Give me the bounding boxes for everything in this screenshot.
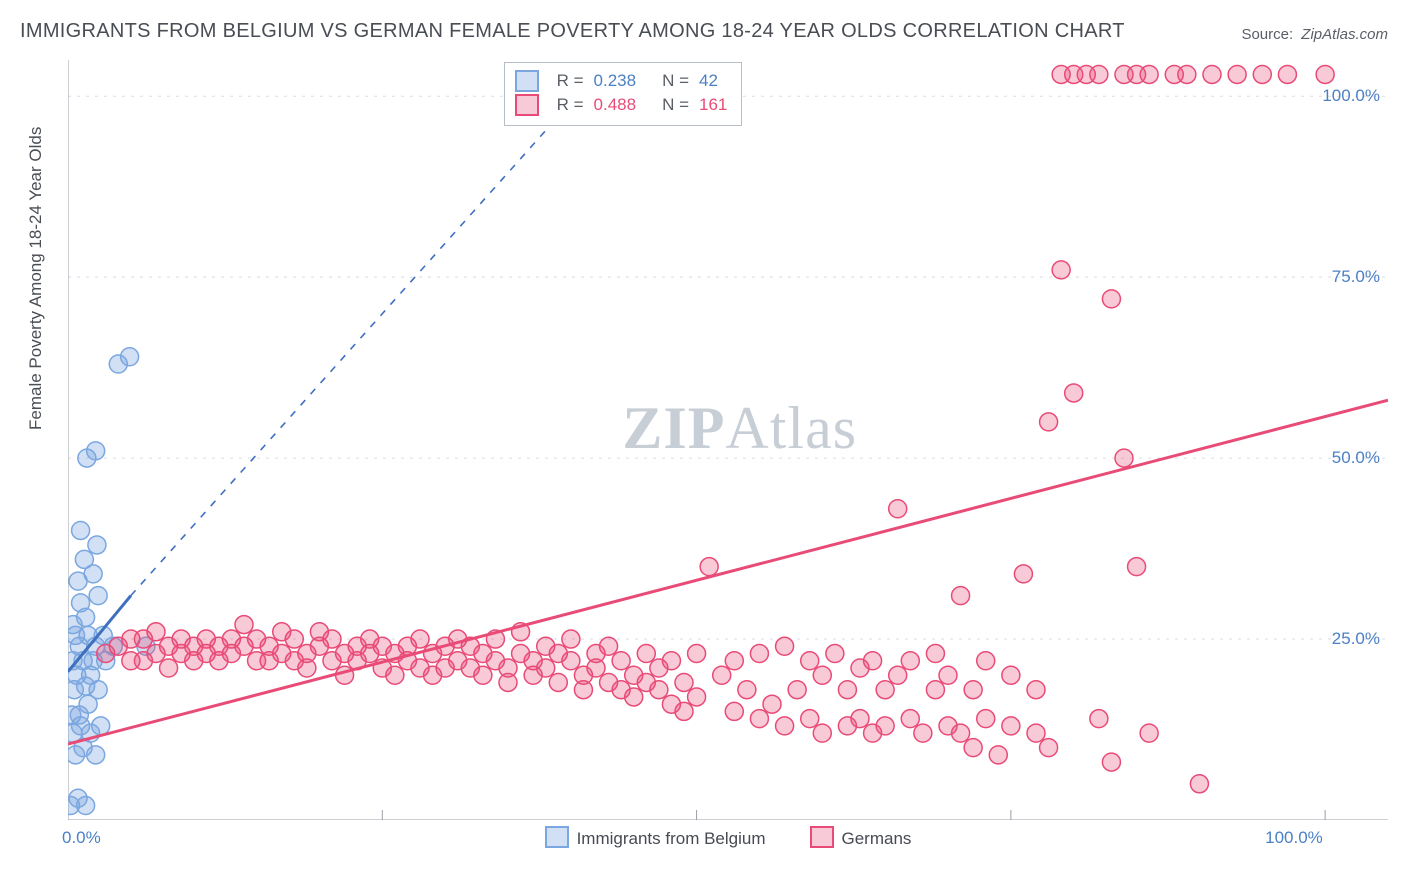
y-axis-label: Female Poverty Among 18-24 Year Olds [26, 127, 46, 430]
y-tick: 100.0% [1322, 86, 1380, 106]
y-tick: 75.0% [1332, 267, 1380, 287]
x-tick: 0.0% [62, 828, 101, 848]
correlation-legend: R =0.238 N =42 R =0.488 N =161 [504, 62, 743, 126]
scatter-plot: R =0.238 N =42 R =0.488 N =161 ZIPAtlas … [68, 60, 1388, 820]
source-line: Source: ZipAtlas.com [1241, 26, 1388, 43]
x-tick: 100.0% [1265, 828, 1323, 848]
legend-swatch-red [515, 94, 539, 116]
series-legend: Immigrants from Belgium Germans [68, 826, 1388, 849]
legend-swatch-blue [515, 70, 539, 92]
chart-title: IMMIGRANTS FROM BELGIUM VS GERMAN FEMALE… [20, 20, 1125, 43]
y-tick: 25.0% [1332, 629, 1380, 649]
y-tick: 50.0% [1332, 448, 1380, 468]
